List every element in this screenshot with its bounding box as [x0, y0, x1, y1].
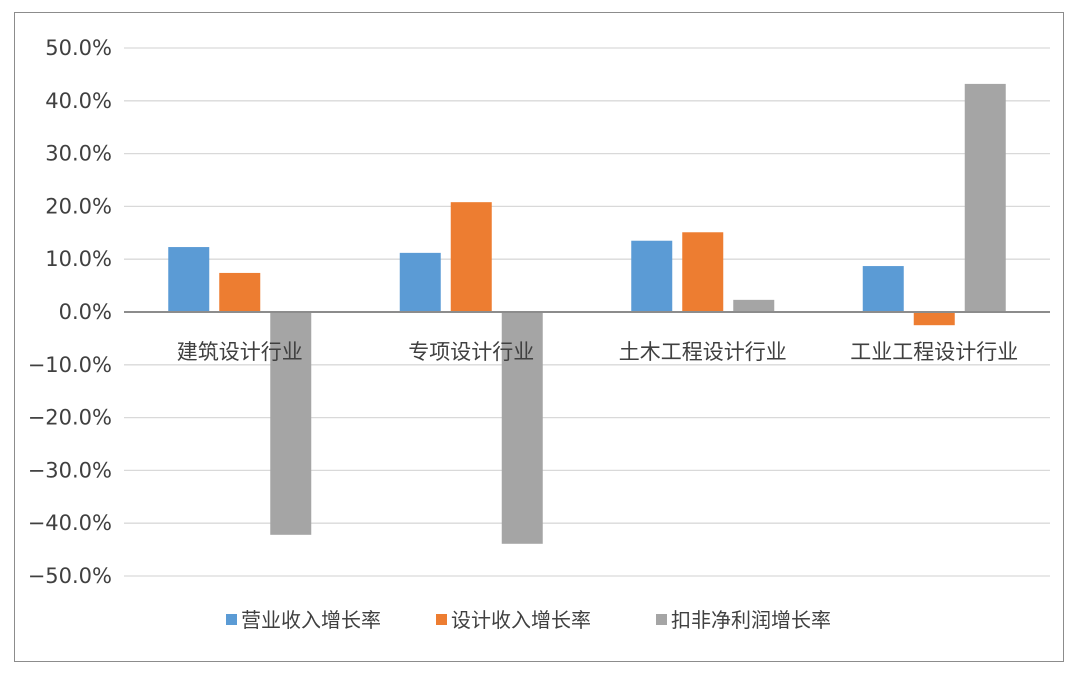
category-label: 土木工程设计行业: [619, 340, 787, 364]
bar-2-2: [450, 202, 492, 312]
legend-swatch: [226, 614, 237, 625]
legend-label: 扣非净利润增长率: [671, 608, 831, 632]
category-label: 建筑设计行业: [177, 340, 303, 364]
y-tick-label: −50.0%: [28, 564, 112, 588]
bar-2-4: [913, 312, 955, 326]
legend-swatch: [436, 614, 447, 625]
legend-label: 营业收入增长率: [241, 608, 381, 632]
y-tick-label: −10.0%: [28, 353, 112, 377]
bar-1-1: [168, 247, 210, 312]
y-tick-label: 50.0%: [45, 36, 112, 60]
y-tick-label: −30.0%: [28, 458, 112, 482]
bar-3-4: [964, 83, 1006, 313]
y-tick-label: 20.0%: [45, 194, 112, 218]
y-tick-label: −40.0%: [28, 511, 112, 535]
category-label: 专项设计行业: [408, 340, 534, 364]
category-label: 工业工程设计行业: [850, 340, 1018, 364]
bar-3-2: [501, 312, 543, 544]
legend-label: 设计收入增长率: [451, 608, 591, 632]
y-tick-label: 10.0%: [45, 247, 112, 271]
bar-3-1: [270, 312, 312, 535]
legend-swatch: [656, 614, 667, 625]
y-tick-label: 40.0%: [45, 89, 112, 113]
bar-3-3: [733, 299, 775, 312]
bar-1-4: [862, 266, 904, 312]
y-tick-label: −20.0%: [28, 406, 112, 430]
category-labels: 建筑设计行业 专项设计行业 土木工程设计行业 工业工程设计行业: [177, 340, 1019, 364]
bar-2-3: [682, 232, 724, 312]
y-axis-ticks: 50.0% 40.0% 30.0% 20.0% 10.0% 0.0% −10.0% −20.0…: [28, 36, 112, 588]
legend: 营业收入增长率 设计收入增长率 扣非净利润增长率: [226, 608, 831, 632]
bars: [168, 83, 1006, 544]
bar-2-1: [219, 272, 261, 312]
bar-1-2: [399, 252, 441, 312]
y-tick-label: 0.0%: [59, 300, 112, 324]
bar-1-3: [631, 240, 673, 312]
y-tick-label: 30.0%: [45, 142, 112, 166]
